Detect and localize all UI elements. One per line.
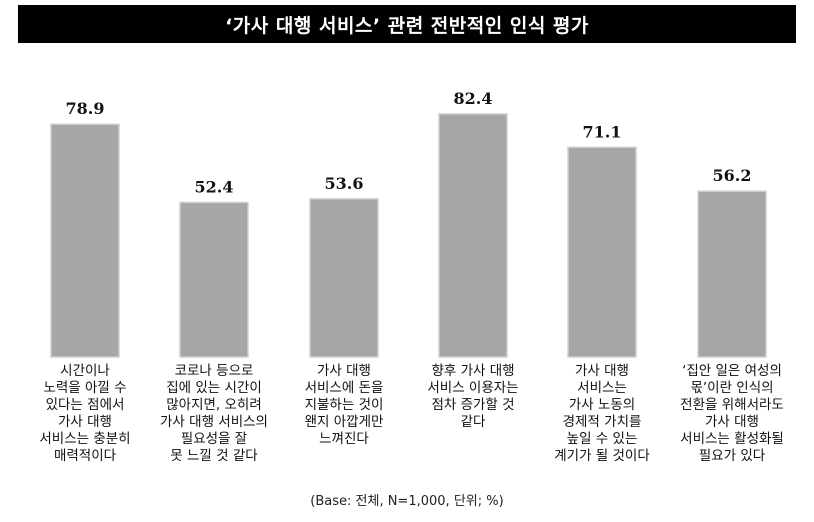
data-label-2: 52.4 (195, 177, 234, 196)
category-label-3: 가사 대행 서비스에 돈을 지불하는 것이 왠지 아깝게만 느껴진다 (304, 363, 384, 447)
bar-1 (50, 123, 120, 358)
category-label-2: 코로나 등으로 집에 있는 시간이 많아지면, 오히려 가사 대행 서비스의 필… (160, 363, 268, 464)
bar-chart: 78.9 52.4 53.6 82.4 71.1 56.2 (50, 89, 767, 358)
data-label-3: 53.6 (325, 174, 364, 193)
category-label-5: 가사 대행 서비스는 가사 노동의 경제적 가치를 높일 수 있는 계기가 될 … (554, 363, 650, 464)
data-label-6: 56.2 (713, 166, 752, 185)
data-label-4: 82.4 (454, 89, 493, 108)
data-label-5: 71.1 (583, 122, 622, 141)
category-label-4: 향후 가사 대행 서비스 이용자는 점차 증가할 것 같다 (427, 363, 519, 430)
source-note: (Base: 전체, N=1,000, 단위; %) (310, 494, 504, 509)
bar-3 (309, 198, 379, 358)
bar-2 (179, 201, 249, 358)
bar-4 (438, 113, 508, 358)
bar-6 (697, 190, 767, 358)
bar-5 (567, 146, 637, 358)
category-label-1: 시간이나 노력을 아낄 수 있다는 점에서 가사 대행 서비스는 충분히 매력적… (39, 363, 131, 464)
data-label-1: 78.9 (66, 99, 105, 118)
chart-title: ‘가사 대행 서비스’ 관련 전반적인 인식 평가 (18, 5, 796, 43)
category-label-6: ‘집안 일은 여성의 몫’이란 인식의 전환을 위해서라도 가사 대행 서비스는… (680, 363, 784, 464)
